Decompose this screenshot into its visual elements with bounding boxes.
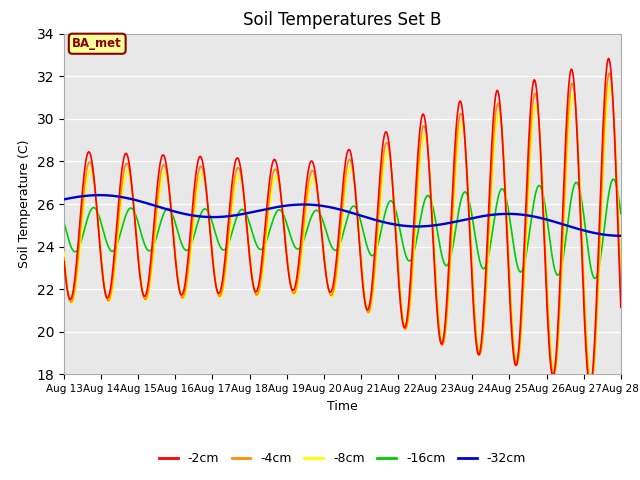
-16cm bbox=[388, 198, 396, 204]
-4cm bbox=[388, 172, 396, 178]
-16cm bbox=[566, 205, 573, 211]
-4cm bbox=[587, 383, 595, 388]
-16cm bbox=[182, 248, 190, 253]
Line: -8cm: -8cm bbox=[64, 85, 621, 382]
Title: Soil Temperatures Set B: Soil Temperatures Set B bbox=[243, 11, 442, 29]
-2cm bbox=[566, 73, 573, 79]
Line: -32cm: -32cm bbox=[64, 195, 621, 236]
-2cm bbox=[617, 304, 625, 310]
X-axis label: Time: Time bbox=[327, 400, 358, 413]
Line: -2cm: -2cm bbox=[64, 59, 621, 387]
-32cm bbox=[207, 214, 215, 220]
-2cm bbox=[586, 384, 594, 390]
-2cm bbox=[605, 56, 612, 61]
-8cm bbox=[334, 265, 342, 271]
-4cm bbox=[443, 311, 451, 317]
-32cm bbox=[96, 192, 104, 198]
-4cm bbox=[605, 70, 613, 76]
-16cm bbox=[60, 220, 68, 226]
-16cm bbox=[617, 211, 625, 216]
-16cm bbox=[609, 176, 617, 182]
Line: -4cm: -4cm bbox=[64, 73, 621, 385]
-4cm bbox=[182, 282, 190, 288]
-32cm bbox=[335, 206, 342, 212]
-4cm bbox=[617, 288, 625, 294]
-8cm bbox=[617, 271, 625, 277]
-2cm bbox=[60, 258, 68, 264]
-32cm bbox=[566, 224, 574, 229]
-8cm bbox=[566, 112, 573, 118]
-8cm bbox=[588, 379, 595, 384]
-16cm bbox=[206, 213, 214, 219]
-16cm bbox=[591, 276, 598, 281]
-32cm bbox=[444, 220, 451, 226]
-32cm bbox=[617, 233, 625, 239]
-32cm bbox=[183, 212, 191, 217]
-2cm bbox=[206, 230, 214, 236]
Text: BA_met: BA_met bbox=[72, 37, 122, 50]
-4cm bbox=[566, 93, 573, 99]
-16cm bbox=[334, 246, 342, 252]
Line: -16cm: -16cm bbox=[64, 179, 621, 278]
Legend: -2cm, -4cm, -8cm, -16cm, -32cm: -2cm, -4cm, -8cm, -16cm, -32cm bbox=[154, 447, 531, 470]
-2cm bbox=[334, 242, 342, 248]
-2cm bbox=[388, 172, 396, 178]
-32cm bbox=[389, 221, 397, 227]
-8cm bbox=[388, 171, 396, 177]
-2cm bbox=[182, 273, 190, 278]
Y-axis label: Soil Temperature (C): Soil Temperature (C) bbox=[18, 140, 31, 268]
-8cm bbox=[60, 250, 68, 255]
-8cm bbox=[206, 224, 214, 230]
-8cm bbox=[443, 320, 451, 325]
-32cm bbox=[60, 196, 68, 202]
-4cm bbox=[206, 228, 214, 234]
-4cm bbox=[334, 255, 342, 261]
-8cm bbox=[606, 83, 614, 88]
-8cm bbox=[182, 288, 190, 293]
-2cm bbox=[443, 298, 451, 303]
-4cm bbox=[60, 255, 68, 261]
-16cm bbox=[443, 263, 451, 268]
